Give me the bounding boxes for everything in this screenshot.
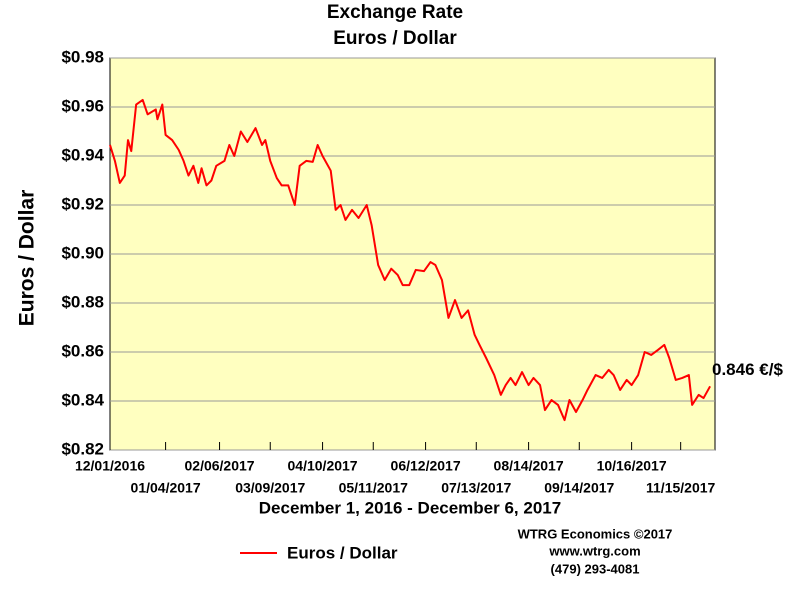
chart-subtitle: Euros / Dollar bbox=[333, 28, 457, 49]
y-tick-label: $0.82 bbox=[61, 439, 104, 458]
y-tick-label: $0.86 bbox=[61, 341, 104, 360]
y-tick-label: $0.96 bbox=[61, 96, 104, 115]
x-tick-label: 04/10/2017 bbox=[288, 458, 358, 474]
x-tick-label: 08/14/2017 bbox=[494, 458, 564, 474]
y-tick-label: $0.88 bbox=[61, 292, 104, 311]
credit: www.wtrg.com bbox=[548, 543, 640, 558]
credit: WTRG Economics ©2017 bbox=[518, 526, 673, 541]
y-tick-label: $0.92 bbox=[61, 194, 104, 213]
x-tick-label: 01/04/2017 bbox=[131, 480, 201, 496]
legend-label: Euros / Dollar bbox=[287, 543, 398, 562]
y-axis-label: Euros / Dollar bbox=[16, 190, 39, 327]
y-tick-label: $0.90 bbox=[61, 243, 104, 262]
credit: (479) 293-4081 bbox=[551, 561, 640, 576]
series-line bbox=[109, 98, 711, 422]
x-tick-label: 09/14/2017 bbox=[544, 480, 614, 496]
y-tick-label: $0.84 bbox=[61, 390, 104, 409]
x-tick-label: 10/16/2017 bbox=[597, 458, 667, 474]
chart-title: Exchange Rate bbox=[327, 2, 463, 23]
y-tick-label: $0.98 bbox=[61, 47, 104, 66]
x-tick-label: 06/12/2017 bbox=[391, 458, 461, 474]
y-tick-label: $0.94 bbox=[61, 145, 104, 164]
x-tick-label: 02/06/2017 bbox=[185, 458, 255, 474]
x-tick-label: 05/11/2017 bbox=[339, 480, 409, 496]
end-annotation: 0.846 €/$ bbox=[712, 360, 783, 379]
x-tick-label: 12/01/2016 bbox=[75, 458, 145, 474]
x-tick-label: 07/13/2017 bbox=[441, 480, 511, 496]
x-tick-label: 11/15/2017 bbox=[646, 480, 716, 496]
x-axis-label: December 1, 2016 - December 6, 2017 bbox=[259, 498, 561, 517]
x-tick-label: 03/09/2017 bbox=[235, 480, 305, 496]
